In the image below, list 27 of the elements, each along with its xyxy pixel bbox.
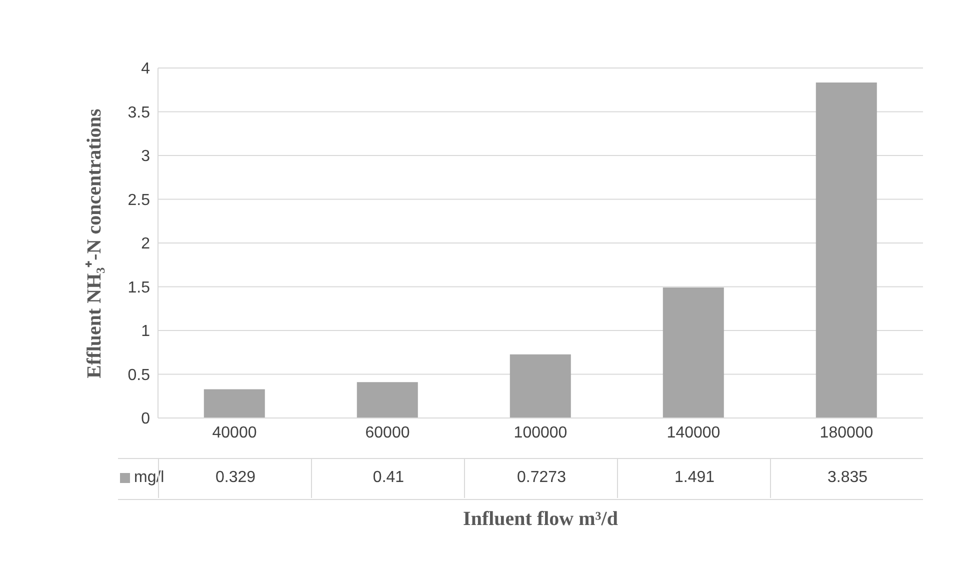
y-axis-title: Effluent NH₃⁺-N concentrations — [82, 108, 106, 378]
y-tick-label: 2 — [141, 236, 150, 253]
y-tick-label: 4 — [141, 60, 150, 78]
y-tick-label: 1 — [141, 323, 150, 340]
data-label: 0.7273 — [464, 458, 618, 498]
x-tick-label: 60000 — [365, 424, 410, 442]
y-tick-label: 0 — [141, 410, 150, 428]
bar — [816, 82, 877, 418]
x-axis-title: Influent flow m³/d — [462, 508, 619, 531]
y-tick-label: 0.5 — [128, 366, 150, 384]
x-tick-label: 180000 — [820, 424, 874, 442]
y-tick-label: 1.5 — [128, 279, 150, 296]
bar — [356, 382, 418, 418]
data-label: 0.329 — [215, 469, 256, 486]
bar — [662, 288, 724, 418]
bar — [510, 354, 571, 418]
y-tick-label: 3 — [141, 148, 150, 166]
x-tick-label: 140000 — [666, 424, 720, 442]
legend-label: mg/l — [134, 469, 164, 487]
data-label: 1.491 — [617, 458, 771, 498]
data-label: 3.835 — [770, 458, 924, 498]
data-label: 0.41 — [311, 458, 465, 498]
y-tick-label: 2.5 — [128, 192, 150, 209]
x-tick-label: 100000 — [514, 424, 568, 442]
x-tick-label: 40000 — [212, 424, 257, 442]
y-tick-label: 3.5 — [128, 104, 150, 122]
bar — [204, 389, 265, 418]
